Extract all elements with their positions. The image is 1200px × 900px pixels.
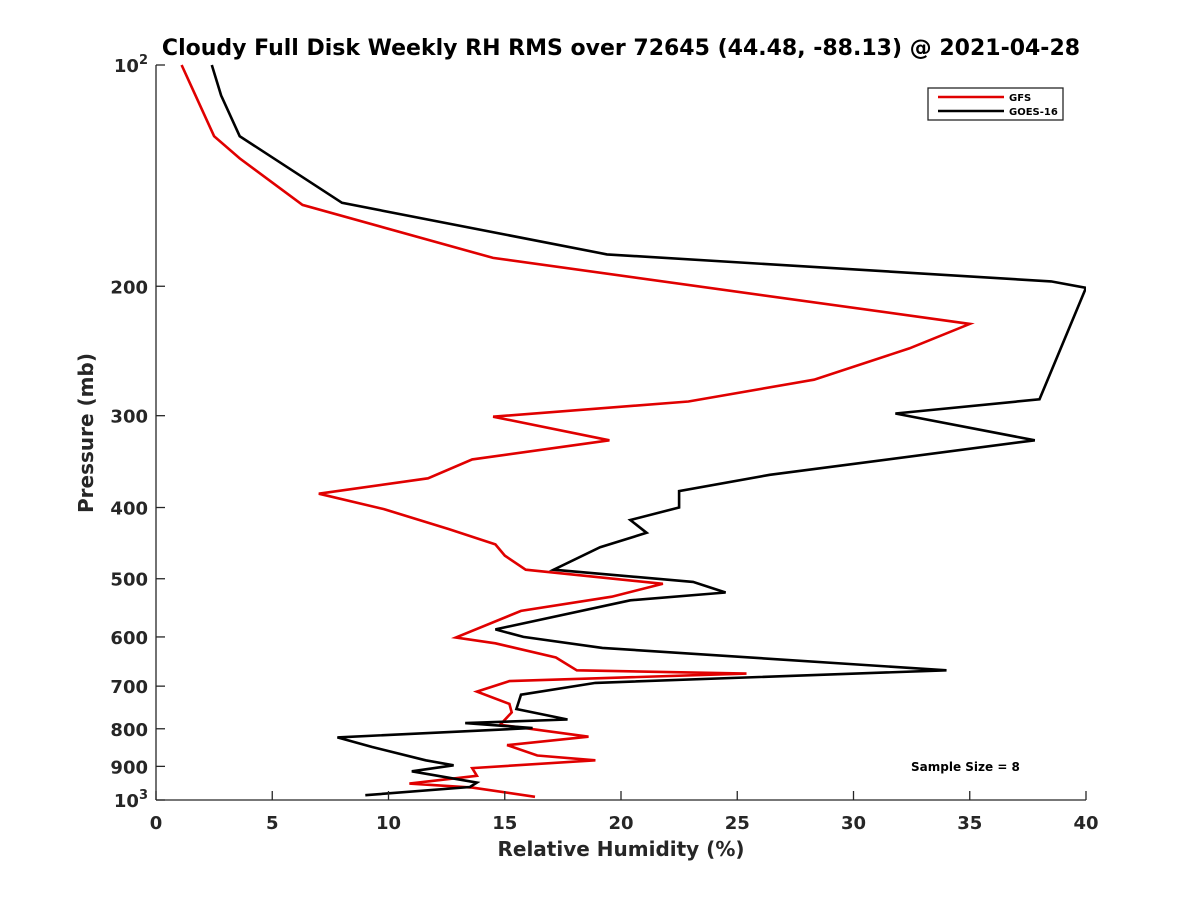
x-tick-label: 10 <box>376 813 401 834</box>
legend-goes-label: GOES-16 <box>1009 107 1058 118</box>
y-tick-label: 600 <box>110 628 148 649</box>
x-tick-label: 35 <box>957 813 982 834</box>
chart-title: Cloudy Full Disk Weekly RH RMS over 7264… <box>162 36 1080 61</box>
x-tick-label: 5 <box>266 813 279 834</box>
x-axis: 0 5 10 15 20 25 30 35 40 <box>150 791 1099 834</box>
x-tick-label: 25 <box>725 813 750 834</box>
x-axis-label: Relative Humidity (%) <box>497 837 744 861</box>
x-tick-label: 20 <box>608 813 633 834</box>
legend-gfs-label: GFS <box>1009 93 1031 104</box>
y-axis: 102 200 300 400 500 600 700 800 900 103 <box>110 53 165 812</box>
sample-size-annotation: Sample Size = 8 <box>911 760 1020 774</box>
x-tick-label: 15 <box>492 813 517 834</box>
y-tick-label: 200 <box>110 277 148 298</box>
y-tick-label: 103 <box>114 788 148 812</box>
y-tick-label: 400 <box>110 499 148 520</box>
x-tick-label: 30 <box>841 813 866 834</box>
series-layer <box>180 64 1086 799</box>
legend: GFS GOES-16 <box>927 87 1064 121</box>
x-tick-label: 40 <box>1073 813 1098 834</box>
series-line-gfs <box>180 64 975 799</box>
legend-box <box>927 87 1064 121</box>
y-tick-label: 700 <box>110 677 148 698</box>
y-tick-label: 300 <box>110 407 148 428</box>
y-tick-label: 900 <box>110 757 148 778</box>
y-axis-label: Pressure (mb) <box>74 353 98 513</box>
x-tick-label: 0 <box>150 813 163 834</box>
series-line-goes-16 <box>210 64 1086 797</box>
y-tick-label: 500 <box>110 570 148 591</box>
y-tick-label: 102 <box>114 53 148 77</box>
y-tick-label: 800 <box>110 720 148 741</box>
